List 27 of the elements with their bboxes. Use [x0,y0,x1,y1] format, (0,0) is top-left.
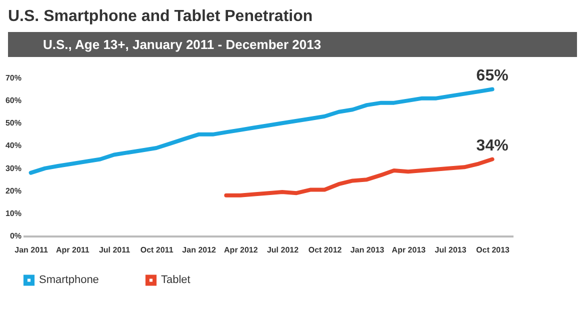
x-tick-label: Jan 2013 [350,246,385,254]
y-tick-label: 20% [5,186,22,196]
x-tick-label: Oct 2011 [140,246,174,254]
chart-subtitle: U.S., Age 13+, January 2011 - December 2013 [8,32,577,57]
x-tick-label: Oct 2012 [308,246,342,254]
chart-title: U.S. Smartphone and Tablet Penetration [7,7,314,27]
annotation: 34% [476,137,508,154]
x-tick-label: Apr 2011 [56,246,90,254]
x-tick-label: Jul 2011 [98,246,131,254]
annotation: 65% [476,67,508,84]
x-tick-label: Jan 2011 [14,246,49,254]
x-tick-label: Apr 2012 [224,246,258,254]
y-tick-label: 10% [5,208,22,218]
x-tick-label: Apr 2013 [392,246,426,254]
legend-label: Tablet [161,274,190,286]
y-tick-label: 50% [5,118,22,128]
y-tick-label: 60% [5,96,22,106]
y-tick-label: 30% [5,164,22,173]
line-series [224,157,494,198]
x-tick-label: Oct 2013 [476,246,510,254]
y-tick-label: 40% [5,141,22,150]
x-tick-label: Jan 2012 [182,246,217,254]
x-tick-label: Jul 2013 [434,246,467,254]
y-tick-label: 70% [5,74,22,82]
x-tick-label: Jul 2012 [266,246,300,254]
legend-label: Smartphone [39,274,99,286]
y-tick-label: 0% [10,232,22,240]
